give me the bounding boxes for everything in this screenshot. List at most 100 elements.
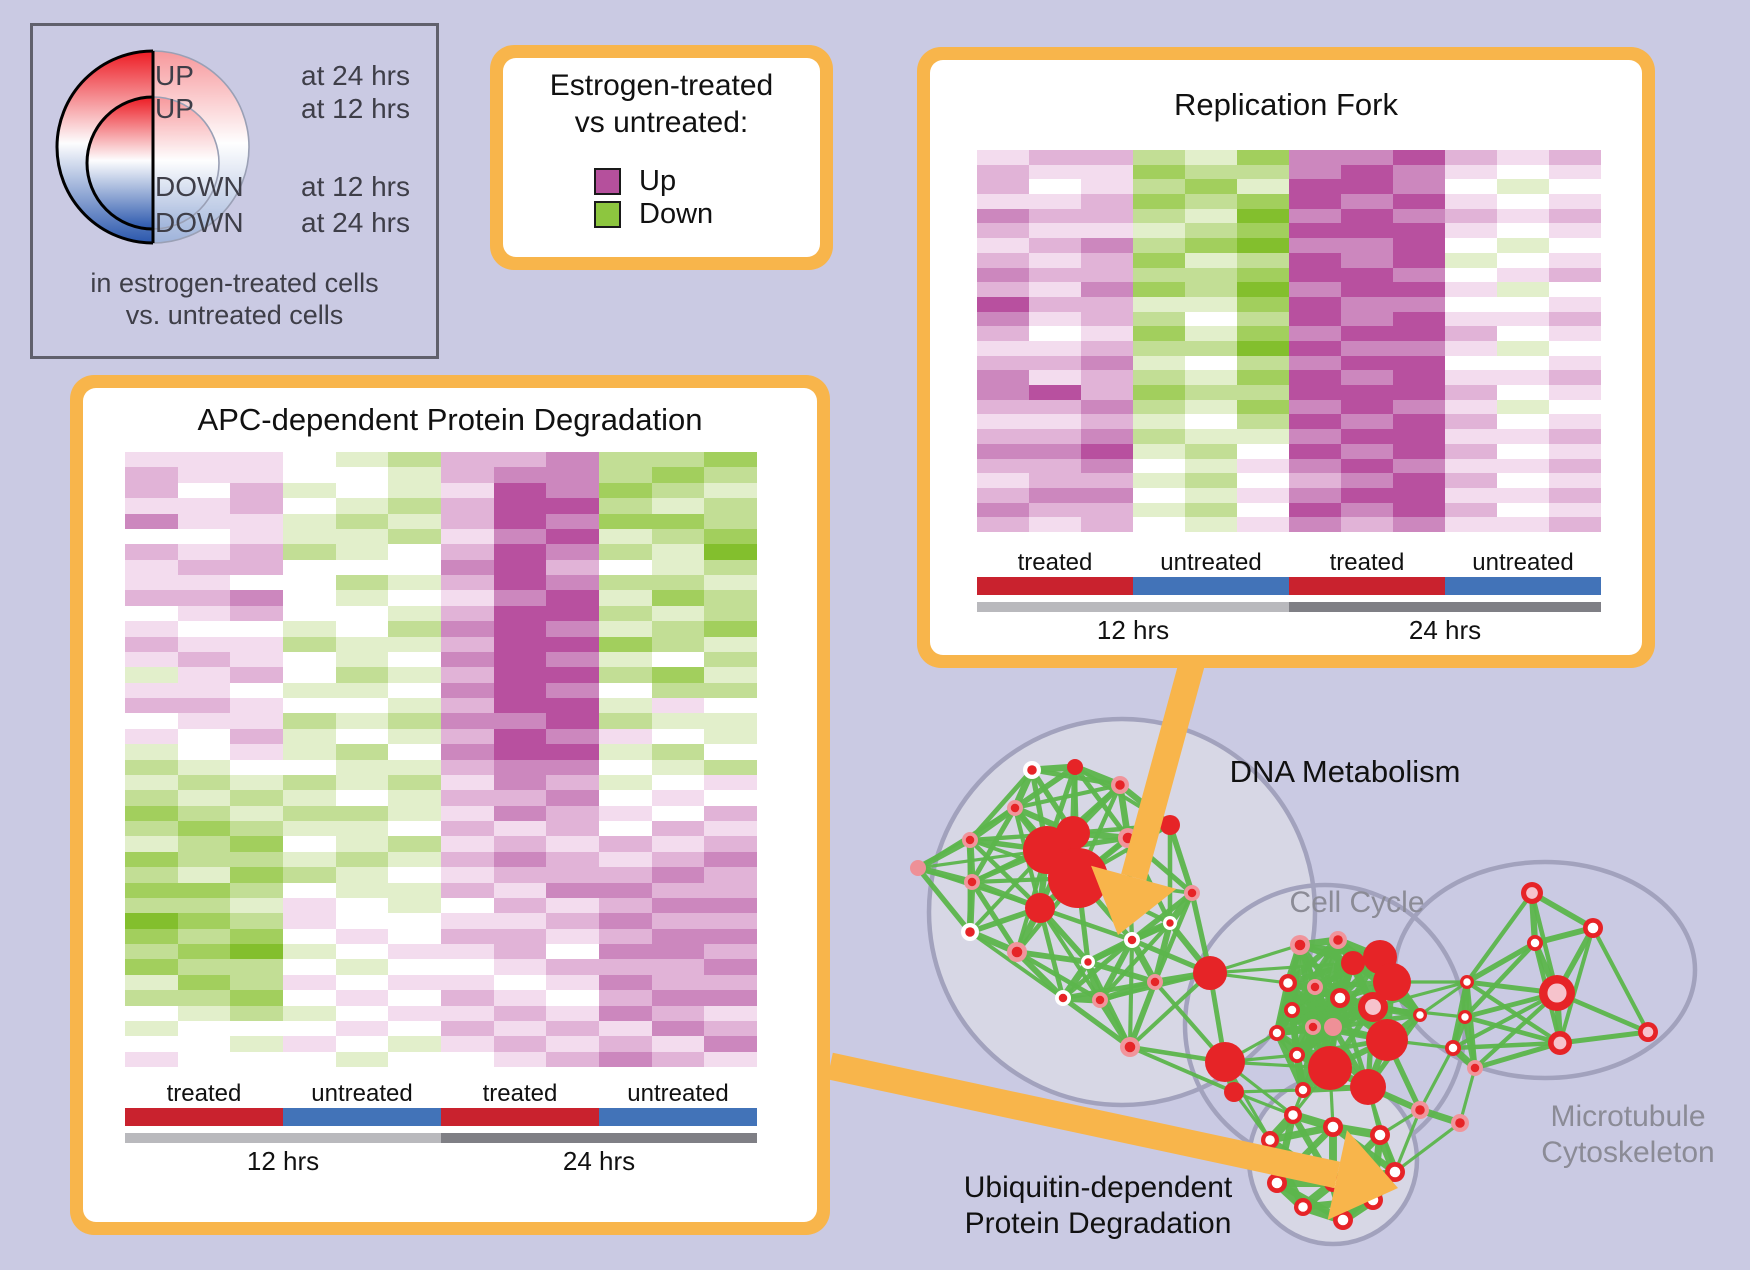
heatmap-cell xyxy=(335,667,389,683)
heatmap-cell xyxy=(599,882,652,898)
heatmap-cell xyxy=(125,744,178,760)
heatmap-cell xyxy=(1133,150,1185,165)
heatmap-cell xyxy=(599,667,652,683)
heatmap-cell xyxy=(1185,208,1237,224)
heatmap-cell xyxy=(546,605,599,622)
heatmap-cell xyxy=(1549,223,1601,239)
heatmap-cell xyxy=(230,698,283,714)
heatmap-cell xyxy=(441,913,494,929)
heatmap-cell xyxy=(388,851,441,868)
heatmap-cell xyxy=(1081,150,1133,165)
heatmap-cell xyxy=(1445,399,1497,415)
heatmap-cell xyxy=(1289,296,1341,312)
heatmap-cell xyxy=(388,882,441,898)
network-bridge-edge xyxy=(917,866,1041,910)
heatmap-cell xyxy=(1289,194,1341,209)
heatmap-cell xyxy=(1393,267,1445,283)
heatmap-cell xyxy=(388,605,441,622)
heatmap-cell xyxy=(1237,208,1289,224)
heatmap-cell xyxy=(546,544,599,560)
heatmap-cell xyxy=(546,990,599,1006)
heatmap-cell xyxy=(493,636,547,652)
heatmap-cell xyxy=(1445,296,1497,312)
heatmap-cell xyxy=(1497,267,1549,283)
heatmap-cell xyxy=(1029,282,1081,297)
legend-row-down12: DOWN at 12 hrs xyxy=(155,171,410,203)
heatmap-cell xyxy=(230,452,283,468)
heatmap-cell xyxy=(1237,296,1289,312)
network-edge xyxy=(1014,782,1121,811)
heatmap-cell xyxy=(1445,282,1497,297)
heatmap-cell xyxy=(1237,194,1289,209)
heatmap-cell xyxy=(1497,355,1549,371)
heatmap-cell xyxy=(493,990,547,1006)
heatmap-cell xyxy=(177,713,231,729)
network-node-center xyxy=(1470,1063,1480,1073)
heatmap-cell xyxy=(546,590,599,606)
heatmap-cell xyxy=(546,467,599,483)
heatmap-cell xyxy=(1081,399,1133,415)
network-node-center xyxy=(1334,992,1346,1004)
heatmap-cell xyxy=(651,928,705,944)
heatmap-cell xyxy=(546,913,599,929)
heatmap-cell xyxy=(1029,502,1081,518)
heatmap-cell xyxy=(230,1036,283,1052)
heatmap-cell xyxy=(1289,355,1341,371)
heatmap-cell xyxy=(704,805,757,821)
legend-item-up: Up xyxy=(594,165,676,198)
heatmap-cell xyxy=(1185,223,1237,239)
heatmap-cell xyxy=(441,1020,494,1037)
heatmap-cell xyxy=(599,990,652,1006)
network-node-center xyxy=(1292,1050,1302,1060)
heatmap-cell xyxy=(704,821,757,837)
heatmap-cell xyxy=(1133,458,1185,474)
network-edge xyxy=(1461,1016,1479,1069)
heatmap-cell xyxy=(441,728,494,745)
heatmap-cell xyxy=(1237,164,1289,180)
condition-label: treated xyxy=(166,1080,242,1107)
heatmap-cell xyxy=(1497,252,1549,268)
heatmap-cell xyxy=(651,575,705,591)
heatmap-cell xyxy=(177,651,231,668)
network-node-center xyxy=(1027,765,1037,775)
network-edge xyxy=(1465,980,1562,1045)
heatmap-cell xyxy=(599,959,652,975)
gradient-legend-box: UP at 24 hrs UP at 12 hrs DOWN at 12 hrs… xyxy=(30,23,439,359)
heatmap-cell xyxy=(704,528,757,545)
heatmap-cell xyxy=(177,1020,231,1037)
network-edge xyxy=(1061,995,1132,1050)
heatmap-cell xyxy=(335,744,389,760)
heatmap-cell xyxy=(1237,429,1289,444)
heatmap-cell xyxy=(1445,502,1497,518)
network-edge xyxy=(1473,991,1559,1070)
heatmap-cell xyxy=(1185,179,1237,195)
heatmap-cell xyxy=(125,882,178,898)
heatmap-cell xyxy=(1393,179,1445,195)
heatmap-cell xyxy=(493,1051,547,1067)
time-label: 24 hrs xyxy=(1408,615,1482,645)
network-node-center xyxy=(1526,887,1538,899)
heatmap-cell xyxy=(1549,340,1601,356)
heatmap-cell xyxy=(651,467,705,483)
heatmap-cell xyxy=(283,636,336,652)
heatmap-cell xyxy=(651,636,705,652)
network-node-center xyxy=(1308,1022,1318,1032)
heatmap-cell xyxy=(441,605,494,622)
heatmap-cell xyxy=(1289,458,1341,474)
heatmap-cell xyxy=(1445,150,1497,165)
network-node-center xyxy=(1448,1043,1458,1053)
network-edge xyxy=(1128,971,1212,1049)
heatmap-cell xyxy=(651,1051,705,1067)
heatmap-cell xyxy=(283,1036,336,1052)
heatmap-cell xyxy=(493,467,547,483)
heatmap-cell xyxy=(1393,252,1445,268)
heatmap-cell xyxy=(651,759,705,775)
heatmap-cell xyxy=(493,959,547,975)
heatmap-cell xyxy=(1341,443,1393,459)
heatmap-cell xyxy=(1549,385,1601,400)
heatmap-cell xyxy=(1185,252,1237,268)
heatmap-cell xyxy=(1237,443,1289,459)
heatmap-cell xyxy=(1133,282,1185,297)
heatmap-cell xyxy=(230,944,283,960)
updown-legend-box: Estrogen-treated vs untreated: Up Down xyxy=(490,45,833,270)
